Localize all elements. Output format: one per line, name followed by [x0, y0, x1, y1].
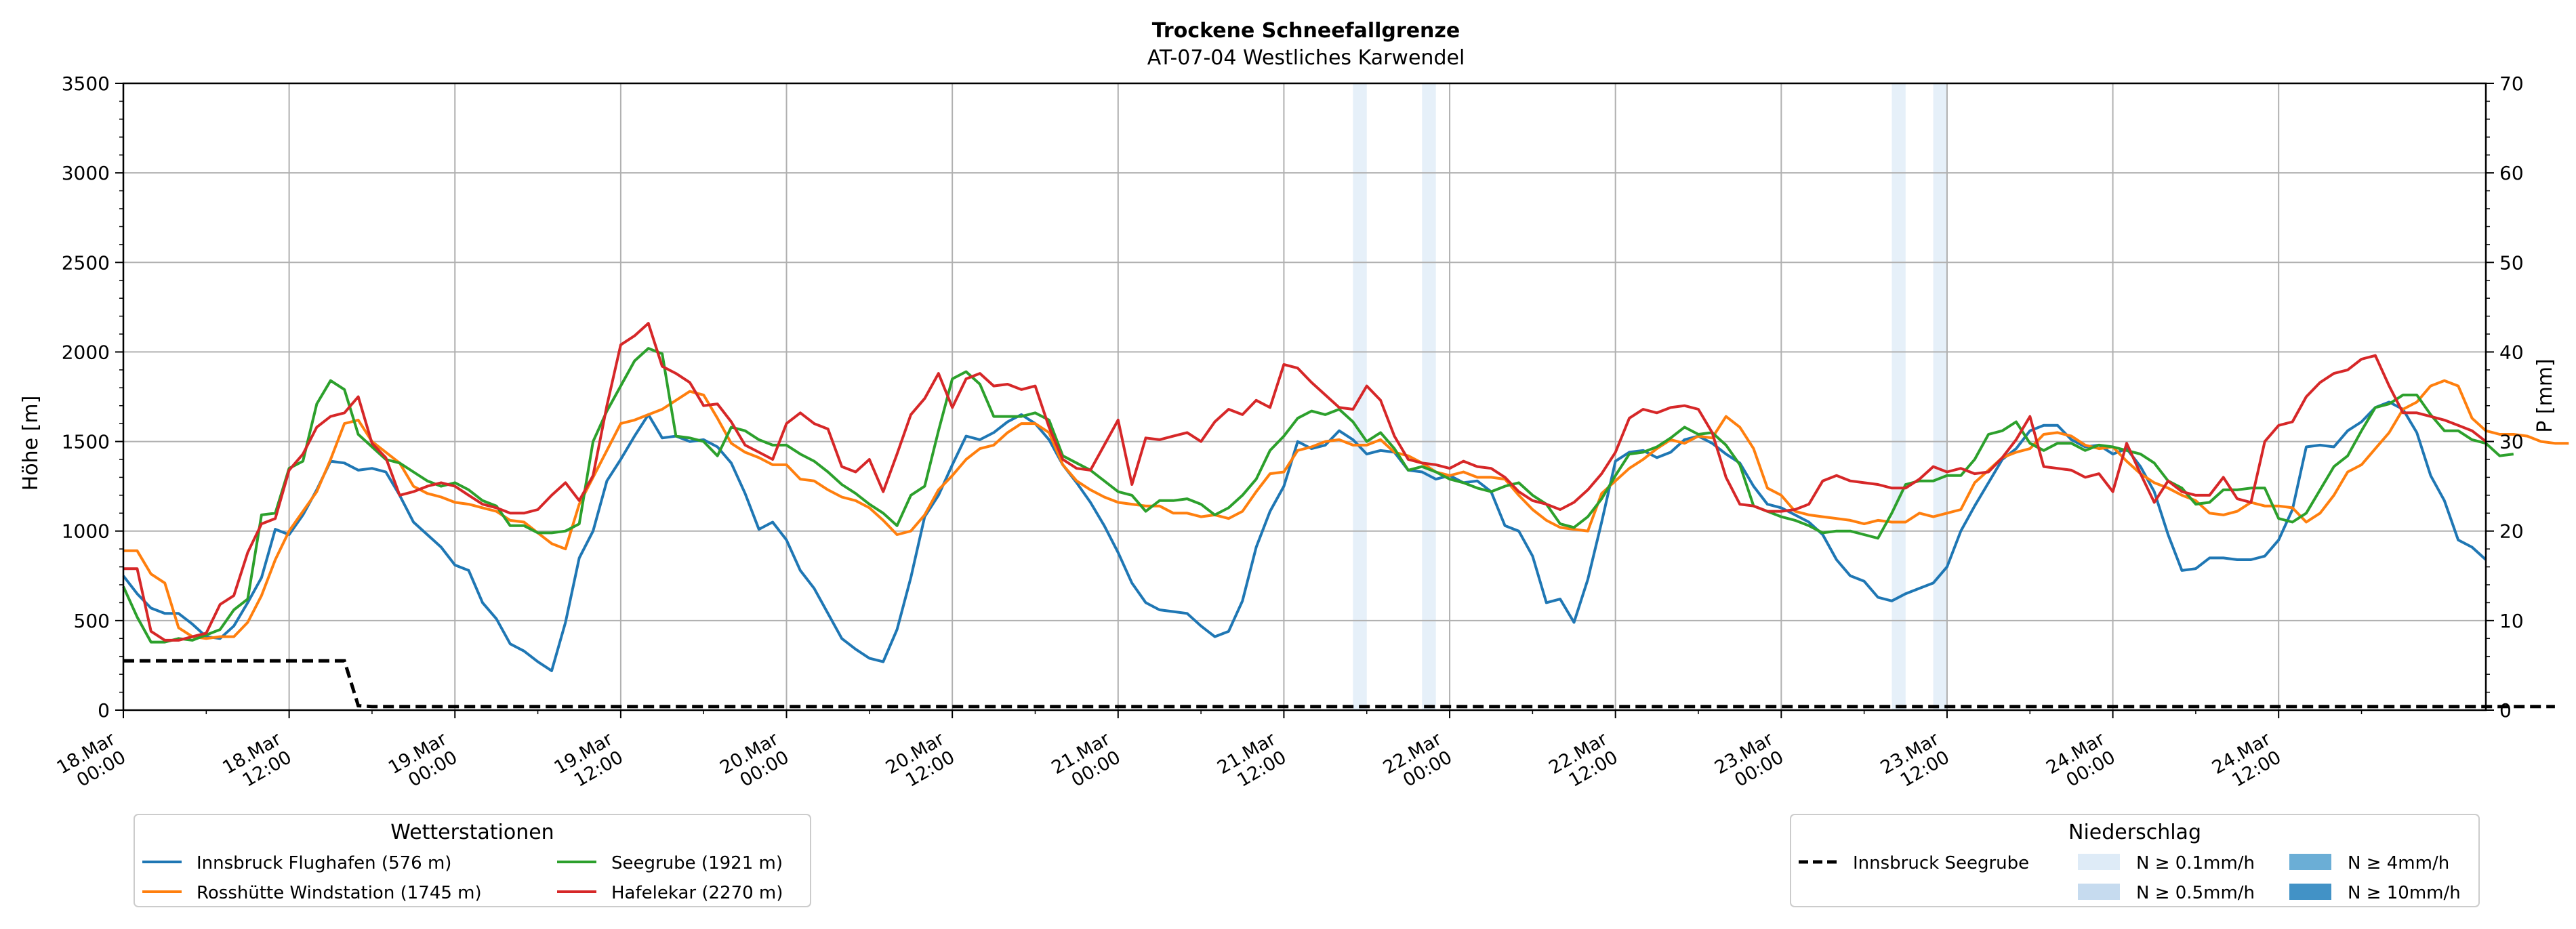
legend-swatch-n-10 — [2289, 884, 2331, 900]
legend-swatch-n-4 — [2289, 854, 2331, 870]
y2-tick-label-50: 50 — [2499, 251, 2524, 274]
y-tick-label-1500: 1500 — [62, 431, 110, 453]
legend-stations-frame — [134, 814, 811, 907]
y2-tick-label-20: 20 — [2499, 520, 2524, 543]
legend-label-n-4: N ≥ 4mm/h — [2348, 853, 2449, 873]
y-tick-label-3500: 3500 — [62, 73, 110, 95]
legend-label-n-10: N ≥ 10mm/h — [2348, 883, 2461, 903]
legend-label-rosshuette: Rosshütte Windstation (1745 m) — [197, 883, 482, 903]
y2-tick-label-10: 10 — [2499, 610, 2524, 632]
legend-stations-title: Wetterstationen — [390, 821, 554, 844]
legend-precip: Niederschlag Innsbruck Seegrube N ≥ 0.1m… — [1790, 814, 2480, 907]
chart-subtitle: AT-07-04 Westliches Karwendel — [1147, 46, 1465, 70]
y2-tick-label-70: 70 — [2499, 73, 2524, 95]
y-tick-label-1000: 1000 — [62, 520, 110, 543]
legend-label-precip-line: Innsbruck Seegrube — [1853, 853, 2029, 873]
precip-band-3 — [1892, 83, 1906, 710]
precip-line-innsbruck-seegrube — [123, 659, 2555, 709]
legend-label-hafelekar: Hafelekar (2270 m) — [611, 883, 783, 903]
legend-label-innsbruck-flughafen: Innsbruck Flughafen (576 m) — [197, 853, 451, 873]
legend-swatch-n-0-1 — [2078, 854, 2120, 870]
y2-tick-label-60: 60 — [2499, 162, 2524, 184]
legend-label-n-0-5: N ≥ 0.5mm/h — [2136, 883, 2255, 903]
legend-label-seegrube: Seegrube (1921 m) — [611, 853, 783, 873]
y-tick-label-3000: 3000 — [62, 162, 110, 184]
x-tick-label-72: 21.Mar00:00 — [1048, 728, 1124, 797]
series-line-seegrube-1921-m — [122, 347, 2514, 644]
y2-tick-label-30: 30 — [2499, 431, 2524, 453]
y-tick-label-0: 0 — [98, 699, 110, 722]
plot-frame — [122, 82, 2487, 711]
y2-axis-label: P [mm] — [2533, 358, 2557, 432]
precip-band-4 — [1933, 83, 1947, 710]
y-tick-label-2000: 2000 — [62, 341, 110, 363]
y-tick-label-500: 500 — [74, 610, 110, 632]
legend-label-n-0-1: N ≥ 0.1mm/h — [2136, 853, 2255, 873]
y-axis-label: Höhe [m] — [19, 396, 43, 491]
y-tick-label-2500: 2500 — [62, 251, 110, 274]
series-lines — [122, 322, 2569, 709]
legend-stations: Wetterstationen Innsbruck Flughafen (576… — [134, 814, 811, 907]
y2-tick-label-0: 0 — [2499, 699, 2512, 722]
y2-tick-label-40: 40 — [2499, 341, 2524, 363]
legend-swatch-n-0-5 — [2078, 884, 2120, 900]
chart-title: Trockene Schneefallgrenze — [1152, 19, 1460, 43]
series-line-hafelekar-2270-m — [123, 322, 2487, 642]
legend-precip-title: Niederschlag — [2068, 821, 2201, 844]
precip-band-2 — [1422, 83, 1436, 710]
series-line-rossh-tte-windstation-1745-m — [123, 379, 2569, 640]
